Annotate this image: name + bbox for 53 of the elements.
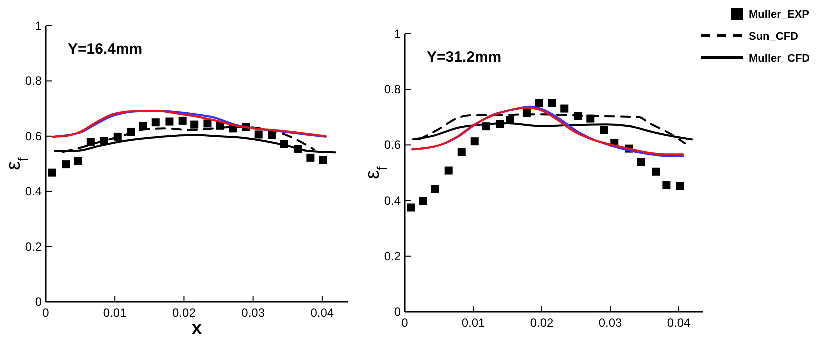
- y-tick-label: 0.2: [384, 249, 402, 264]
- legend-label: Sun_CFD: [749, 31, 799, 43]
- point: [86, 138, 95, 146]
- x-tick-label: 0.04: [310, 306, 334, 320]
- point: [548, 100, 556, 108]
- point: [190, 120, 199, 129]
- y-tick-label: 0.8: [384, 82, 402, 97]
- point: [444, 166, 453, 175]
- x-tick-label: 0.01: [103, 306, 128, 320]
- point: [662, 182, 671, 190]
- point: [306, 154, 315, 162]
- x-axis-title: x: [192, 318, 202, 338]
- x-tick-label: 0.03: [242, 306, 266, 320]
- y-tick-label: 0.6: [25, 129, 42, 144]
- y-tick-label: 0.4: [384, 194, 402, 208]
- point: [431, 185, 440, 194]
- point: [652, 168, 660, 176]
- point: [254, 130, 263, 139]
- point: [407, 204, 416, 212]
- x-tick-label: 0.02: [172, 306, 196, 320]
- point: [48, 168, 56, 177]
- y-tick-label: 0.8: [25, 74, 42, 88]
- y-tick-label: 1: [35, 19, 42, 33]
- point: [560, 104, 569, 113]
- point: [152, 118, 160, 127]
- point: [600, 126, 608, 134]
- point: [535, 100, 544, 108]
- point: [204, 120, 212, 128]
- line-series: [52, 110, 327, 138]
- point: [419, 197, 428, 206]
- point: [268, 131, 276, 140]
- x-tick-label: 0.01: [462, 316, 486, 330]
- x-tick-label: 0.04: [667, 316, 692, 330]
- y-tick-label: 0.6: [384, 138, 402, 152]
- legend-label: Muller_EXP: [749, 9, 810, 21]
- y-tick-label: 1: [394, 27, 402, 41]
- y-tick-label: 0: [35, 295, 42, 309]
- legend-label: Muller_CFD: [749, 53, 810, 65]
- point: [319, 156, 328, 164]
- point: [166, 118, 174, 126]
- point: [637, 158, 646, 166]
- y-tick-label: 0.2: [25, 240, 42, 254]
- point: [62, 160, 70, 169]
- y-tick-label: 0.4: [25, 184, 42, 199]
- text: Y=31.2mm: [427, 49, 502, 66]
- x-tick-label: 0.03: [598, 316, 623, 330]
- point: [676, 182, 684, 190]
- point: [470, 138, 479, 146]
- point: [458, 148, 466, 156]
- text: Y=16.4mm: [68, 41, 143, 58]
- x-tick-label: 0.02: [530, 316, 554, 330]
- point: [74, 158, 82, 166]
- point: [178, 116, 187, 125]
